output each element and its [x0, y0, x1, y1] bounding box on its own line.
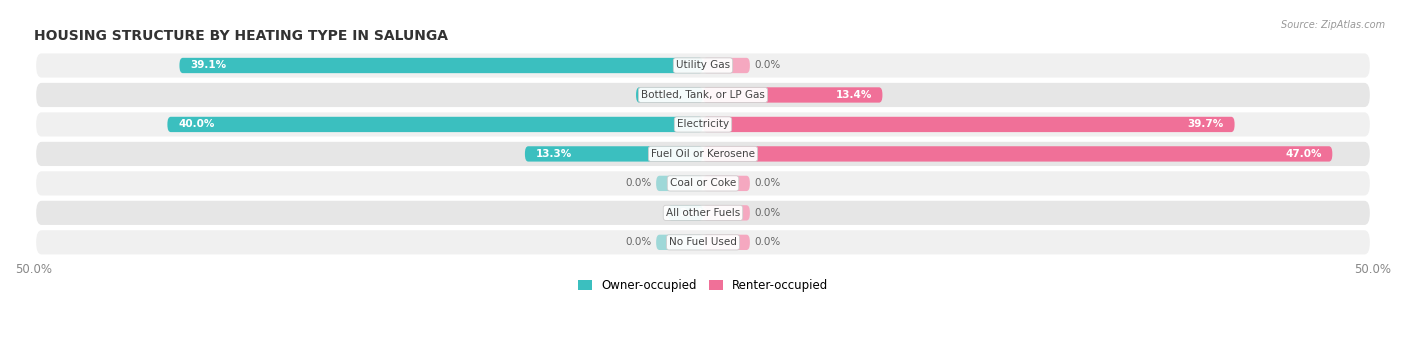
Text: 0.0%: 0.0%	[626, 178, 652, 188]
Text: Coal or Coke: Coal or Coke	[669, 178, 737, 188]
FancyBboxPatch shape	[37, 201, 1369, 225]
Text: Utility Gas: Utility Gas	[676, 60, 730, 71]
FancyBboxPatch shape	[703, 176, 749, 191]
Text: No Fuel Used: No Fuel Used	[669, 237, 737, 247]
Text: 0.0%: 0.0%	[626, 237, 652, 247]
Legend: Owner-occupied, Renter-occupied: Owner-occupied, Renter-occupied	[572, 274, 834, 297]
FancyBboxPatch shape	[37, 171, 1369, 195]
FancyBboxPatch shape	[703, 146, 1333, 162]
FancyBboxPatch shape	[37, 230, 1369, 254]
FancyBboxPatch shape	[37, 83, 1369, 107]
FancyBboxPatch shape	[668, 205, 703, 221]
FancyBboxPatch shape	[657, 176, 703, 191]
Text: Electricity: Electricity	[676, 119, 730, 130]
FancyBboxPatch shape	[636, 87, 703, 103]
Text: 39.1%: 39.1%	[190, 60, 226, 71]
FancyBboxPatch shape	[167, 117, 703, 132]
Text: 5.0%: 5.0%	[647, 90, 676, 100]
FancyBboxPatch shape	[37, 142, 1369, 166]
Text: Bottled, Tank, or LP Gas: Bottled, Tank, or LP Gas	[641, 90, 765, 100]
Text: Source: ZipAtlas.com: Source: ZipAtlas.com	[1281, 20, 1385, 30]
Text: 47.0%: 47.0%	[1285, 149, 1322, 159]
FancyBboxPatch shape	[703, 87, 883, 103]
Text: 39.7%: 39.7%	[1188, 119, 1223, 130]
Text: 13.3%: 13.3%	[536, 149, 572, 159]
FancyBboxPatch shape	[657, 235, 703, 250]
Text: 2.6%: 2.6%	[679, 208, 707, 218]
Text: HOUSING STRUCTURE BY HEATING TYPE IN SALUNGA: HOUSING STRUCTURE BY HEATING TYPE IN SAL…	[34, 29, 447, 43]
FancyBboxPatch shape	[703, 235, 749, 250]
Text: 0.0%: 0.0%	[754, 178, 780, 188]
FancyBboxPatch shape	[37, 54, 1369, 77]
Text: 40.0%: 40.0%	[179, 119, 215, 130]
FancyBboxPatch shape	[37, 112, 1369, 136]
Text: 13.4%: 13.4%	[835, 90, 872, 100]
Text: 0.0%: 0.0%	[754, 208, 780, 218]
FancyBboxPatch shape	[703, 205, 749, 221]
FancyBboxPatch shape	[524, 146, 703, 162]
FancyBboxPatch shape	[703, 117, 1234, 132]
Text: Fuel Oil or Kerosene: Fuel Oil or Kerosene	[651, 149, 755, 159]
FancyBboxPatch shape	[703, 58, 749, 73]
FancyBboxPatch shape	[180, 58, 703, 73]
Text: 0.0%: 0.0%	[754, 237, 780, 247]
Text: 0.0%: 0.0%	[754, 60, 780, 71]
Text: All other Fuels: All other Fuels	[666, 208, 740, 218]
